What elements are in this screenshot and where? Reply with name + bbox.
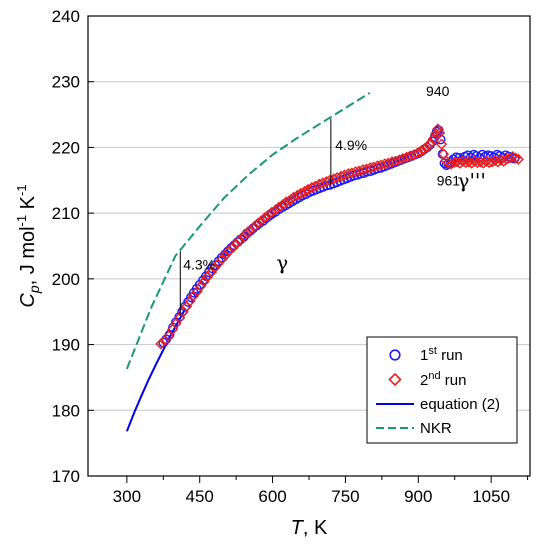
legend-box (366, 336, 518, 444)
point-run2-107 (512, 153, 524, 165)
point-run2-20 (227, 241, 239, 253)
point-run2-41 (302, 183, 314, 196)
x-tick-label-450: 450 (186, 487, 214, 506)
annotations: 4.3% 4.9% 940 961 γ γ''' (179, 83, 486, 315)
point-run2-18 (219, 249, 232, 261)
difference-label-0: 4.3% (183, 257, 215, 273)
point-run2-42 (306, 181, 318, 194)
point-run2-14 (205, 266, 217, 278)
point-run2-72 (415, 145, 427, 157)
point-run2-19 (223, 245, 235, 257)
point-run2-34 (277, 199, 289, 211)
y-tick-label-230: 230 (52, 73, 80, 92)
point-run2-97 (483, 156, 495, 169)
point-run2-33 (273, 201, 285, 213)
point-run2-35 (280, 196, 292, 208)
point-run2-15 (209, 262, 221, 274)
y-tick-label-210: 210 (52, 204, 80, 223)
point-run2-37 (287, 191, 300, 203)
point-run2-106 (509, 152, 522, 164)
point-run2-30 (262, 209, 274, 221)
point-run2-39 (295, 187, 307, 200)
y-tick-label-190: 190 (52, 336, 80, 355)
legend: 1st run 2nd run equation (2) NKR (366, 336, 518, 444)
point-run2-12 (198, 275, 210, 288)
y-tick-label-200: 200 (52, 270, 80, 289)
legend-label-2nd-run: 2nd run (420, 370, 466, 389)
x-tick-label-300: 300 (113, 487, 141, 506)
point-run2-73 (418, 143, 430, 155)
point-run1-16 (207, 263, 218, 274)
x-tick-label-900: 900 (404, 487, 432, 506)
point-run2-43 (309, 180, 321, 192)
point-run2-78 (432, 123, 444, 135)
point-run2-105 (506, 151, 519, 163)
temperature-label-940: 940 (426, 83, 450, 99)
point-run2-28 (255, 215, 267, 227)
point-run1-18 (213, 256, 224, 266)
difference-label-1: 4.9% (335, 137, 367, 153)
point-run2-32 (269, 204, 282, 216)
point-run2-23 (237, 231, 250, 243)
point-run2-0 (155, 338, 167, 350)
point-run2-11 (195, 280, 207, 292)
legend-marker-1st-run (389, 349, 401, 361)
point-run2-74 (421, 141, 434, 153)
point-run2-38 (291, 189, 303, 201)
x-tick-label-600: 600 (258, 487, 286, 506)
point-run2-40 (299, 185, 311, 198)
y-tick-label-180: 180 (52, 401, 80, 420)
y-tick-label-170: 170 (52, 467, 80, 486)
point-run2-75 (424, 137, 437, 150)
point-run2-25 (244, 224, 256, 236)
x-tick-label-750: 750 (331, 487, 359, 506)
legend-label-equation: equation (2) (420, 396, 500, 413)
point-run2-84 (445, 158, 457, 170)
x-tick-label-1050: 1050 (472, 487, 510, 506)
y-tick-label-240: 240 (52, 7, 80, 26)
point-run2-22 (233, 234, 246, 246)
axis-ticks: 170 180 190 200 210 220 230 240 300 450 600 750 900 1… (52, 7, 529, 506)
point-run2-17 (216, 253, 228, 265)
y-tick-label-220: 220 (52, 138, 80, 157)
y-axis-title: Cp, J mol-1 K-1 (14, 184, 42, 307)
point-run2-36 (284, 194, 296, 206)
point-run2-21 (230, 238, 242, 250)
point-run2-2 (163, 330, 175, 342)
point-run2-79 (434, 127, 446, 139)
temperature-label-961: 961 (437, 173, 461, 189)
point-run2-24 (241, 227, 253, 240)
phase-label-0: γ (276, 251, 288, 275)
point-run2-80 (436, 138, 448, 150)
series-line-3 (125, 92, 371, 370)
data-series (125, 92, 524, 432)
point-run2-26 (248, 221, 260, 233)
phase-label-1: γ''' (457, 169, 485, 193)
point-run2-71 (411, 147, 423, 159)
point-run2-29 (259, 212, 271, 224)
point-run2-31 (266, 206, 278, 219)
x-axis-title: T, K (291, 517, 328, 539)
legend-marker-2nd-run (388, 372, 402, 387)
legend-label-1st-run: 1st run (420, 345, 463, 364)
point-run2-27 (251, 218, 264, 230)
legend-label-nkr: NKR (420, 420, 452, 437)
